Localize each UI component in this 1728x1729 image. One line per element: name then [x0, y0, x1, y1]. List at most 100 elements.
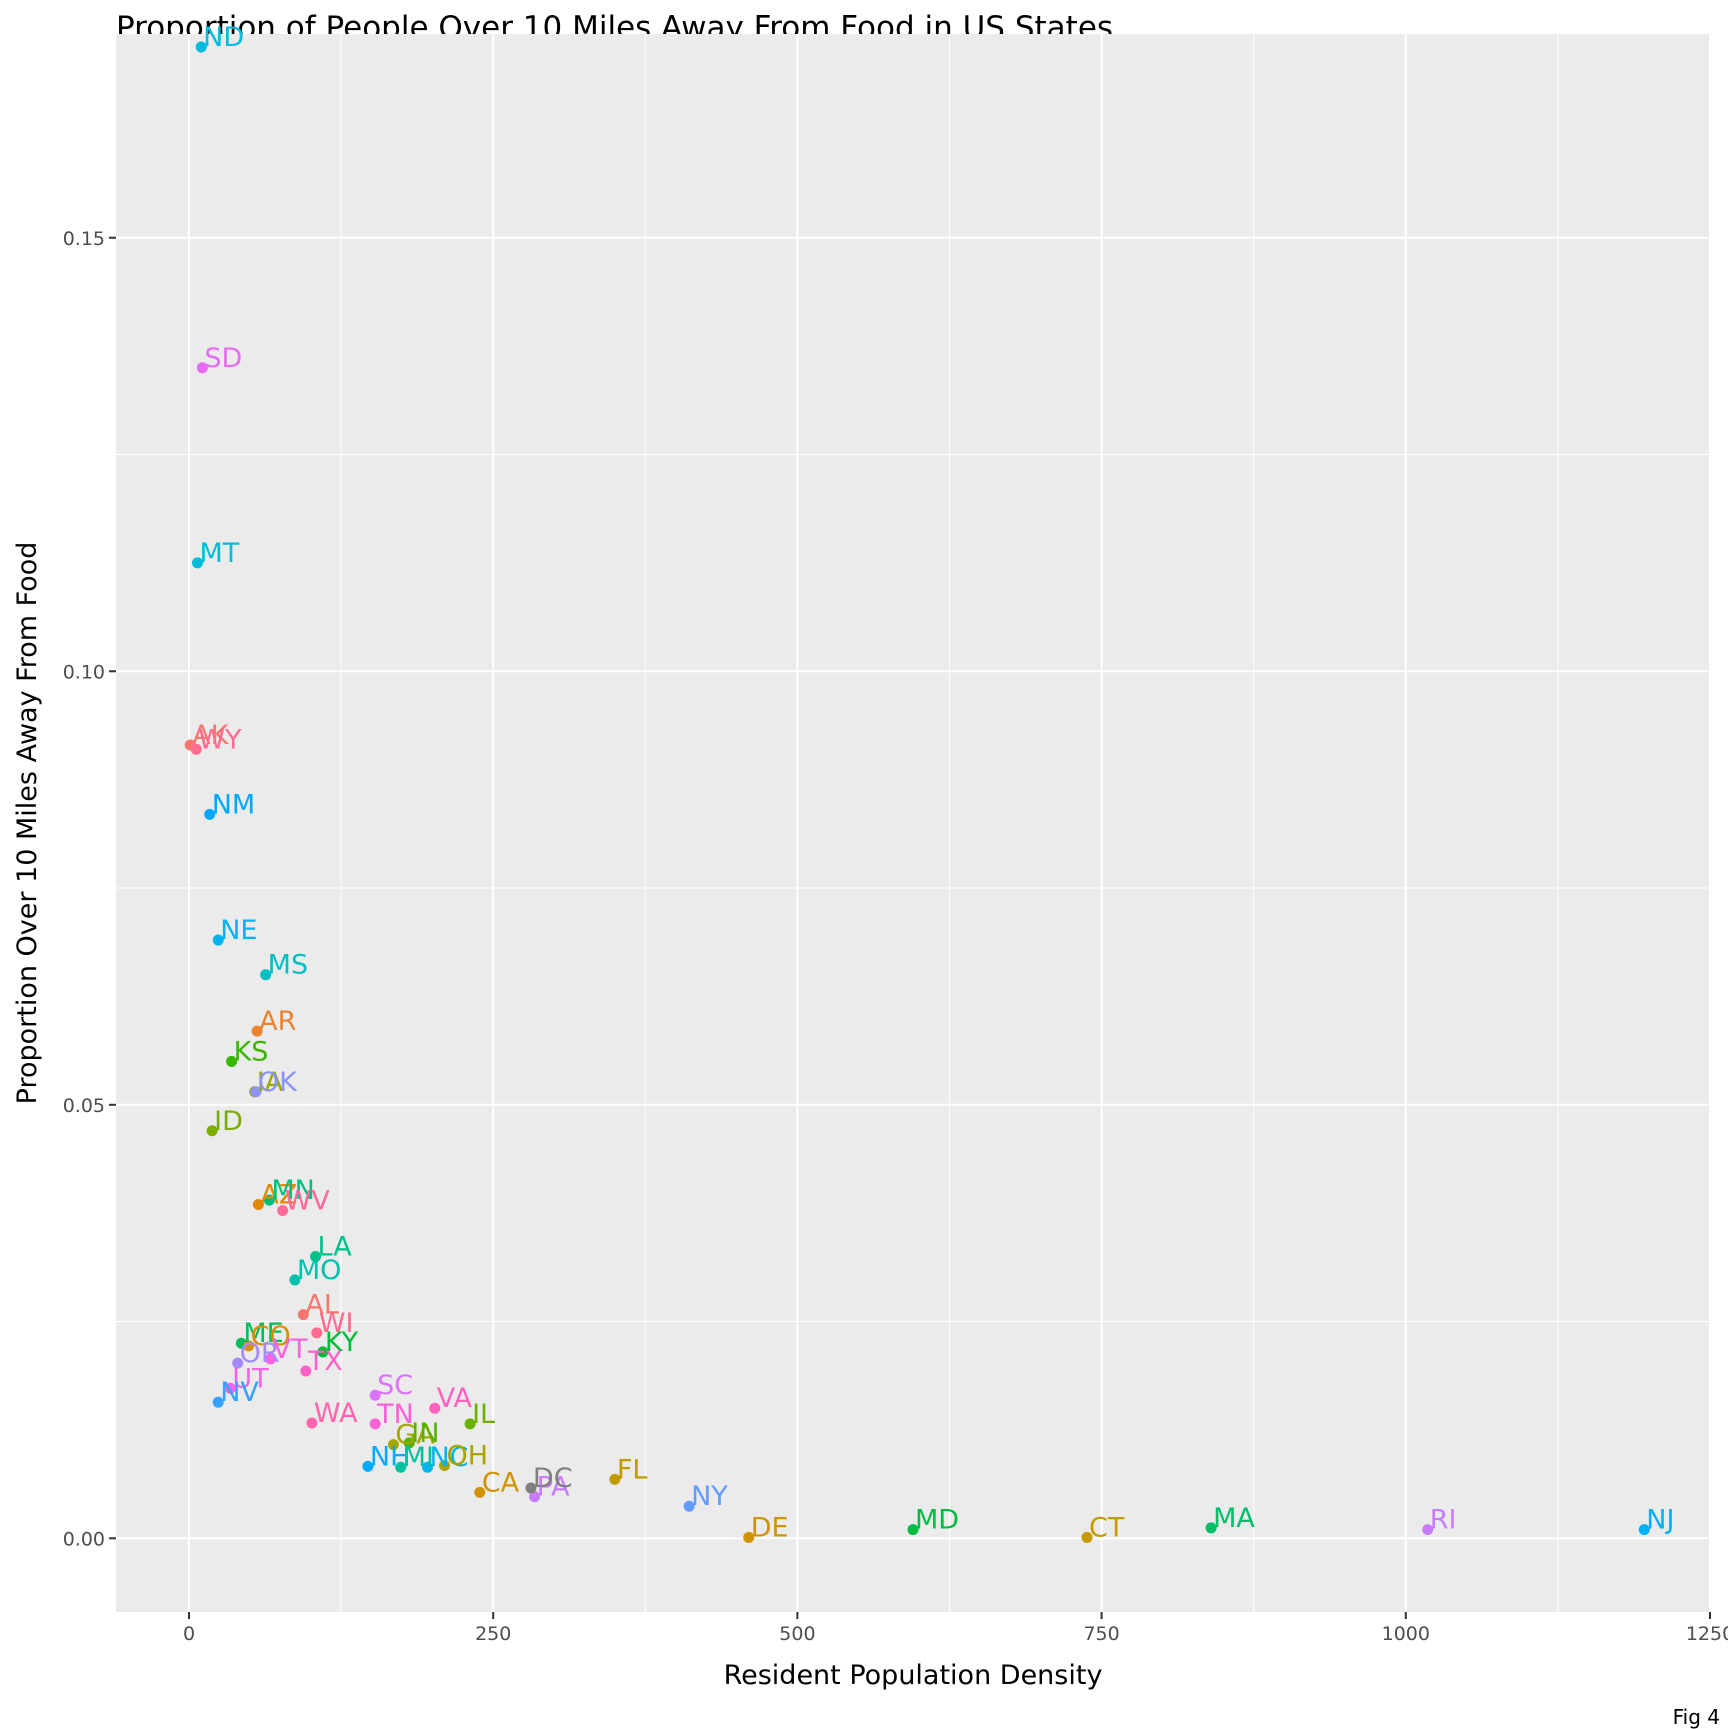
- point-label-al: AL: [305, 1290, 339, 1321]
- data-point-ga: [387, 1439, 399, 1451]
- data-point-nm: [204, 808, 216, 820]
- point-label-wi: WI: [319, 1308, 354, 1339]
- point-label-ar: AR: [259, 1006, 296, 1037]
- data-point-mi: [395, 1461, 407, 1473]
- data-point-ut: [224, 1382, 236, 1394]
- point-label-ny: NY: [691, 1481, 728, 1512]
- data-point-id: [206, 1125, 218, 1137]
- data-point-nd: [195, 41, 207, 53]
- data-point-wv: [277, 1205, 289, 1217]
- point-label-sc: SC: [377, 1370, 413, 1401]
- point-label-nd: ND: [203, 22, 244, 53]
- point-label-wy: WY: [198, 724, 242, 755]
- point-label-az: AZ: [260, 1179, 297, 1210]
- point-label-mn: MN: [271, 1175, 315, 1206]
- data-point-mt: [192, 557, 204, 569]
- x-tick-label: 250: [475, 1623, 511, 1645]
- data-point-or: [232, 1357, 244, 1369]
- point-label-ks: KS: [234, 1036, 269, 1067]
- point-label-il: IL: [472, 1399, 495, 1430]
- point-label-dc: DC: [533, 1463, 573, 1494]
- point-label-ri: RI: [1430, 1505, 1457, 1536]
- point-label-nm: NM: [212, 789, 256, 820]
- data-point-fl: [609, 1473, 621, 1485]
- data-point-oh: [439, 1459, 451, 1471]
- data-point-al: [297, 1309, 309, 1321]
- data-point-tn: [369, 1418, 381, 1430]
- point-label-va: VA: [437, 1383, 473, 1414]
- data-point-ma: [1205, 1522, 1217, 1534]
- data-point-mo: [289, 1274, 301, 1286]
- data-point-il: [464, 1418, 476, 1430]
- data-points: [184, 41, 1650, 1543]
- data-point-nh: [362, 1460, 374, 1472]
- data-point-ca: [474, 1486, 486, 1498]
- y-tick-label: 0.00: [63, 1528, 105, 1550]
- x-tick-label: 1000: [1382, 1623, 1430, 1645]
- point-label-mi: MI: [403, 1442, 434, 1473]
- data-point-nj: [1638, 1524, 1650, 1536]
- data-point-ri: [1422, 1524, 1434, 1536]
- y-tick-label: 0.05: [63, 1095, 105, 1117]
- point-label-ut: UT: [232, 1363, 269, 1394]
- data-point-ny: [683, 1500, 695, 1512]
- point-label-pa: PA: [537, 1472, 571, 1503]
- data-point-ar: [251, 1025, 263, 1037]
- point-label-vt: VT: [273, 1334, 308, 1365]
- data-point-pa: [529, 1491, 541, 1503]
- point-label-tx: TX: [307, 1346, 343, 1377]
- data-point-wi: [311, 1327, 323, 1339]
- point-label-id: ID: [214, 1106, 243, 1137]
- point-label-ms: MS: [268, 950, 308, 981]
- plot-panel: [116, 34, 1710, 1612]
- point-label-mt: MT: [200, 538, 240, 569]
- y-tick-label: 0.15: [63, 228, 105, 250]
- data-point-wa: [306, 1417, 318, 1429]
- data-point-ct: [1081, 1531, 1093, 1543]
- data-point-tx: [300, 1365, 312, 1377]
- point-label-co: CO: [251, 1321, 291, 1352]
- point-label-mo: MO: [297, 1255, 342, 1286]
- data-point-in: [403, 1437, 415, 1449]
- point-label-ga: GA: [395, 1420, 435, 1451]
- data-point-nv: [212, 1396, 224, 1408]
- point-label-nc: NC: [429, 1442, 468, 1473]
- point-label-in: IN: [411, 1418, 439, 1449]
- point-label-fl: FL: [617, 1454, 648, 1485]
- data-point-md: [907, 1524, 919, 1536]
- data-point-dc: [525, 1482, 537, 1494]
- point-label-ok: OK: [258, 1067, 298, 1098]
- data-point-sc: [369, 1389, 381, 1401]
- y-axis-title: Proportion Over 10 Miles Away From Food: [12, 542, 43, 1105]
- data-point-la: [310, 1251, 322, 1263]
- data-point-vt: [265, 1353, 277, 1365]
- point-label-oh: OH: [447, 1440, 489, 1471]
- x-tick-label: 500: [779, 1623, 815, 1645]
- point-label-de: DE: [751, 1512, 789, 1543]
- data-point-ky: [317, 1346, 329, 1358]
- point-label-tn: TN: [376, 1399, 414, 1430]
- x-tick-label: 750: [1083, 1623, 1119, 1645]
- point-label-ia: IA: [257, 1067, 284, 1098]
- data-point-ok: [250, 1086, 262, 1098]
- data-point-ne: [212, 934, 224, 946]
- data-point-va: [429, 1402, 441, 1414]
- figure-caption: Fig 4: [1672, 1705, 1720, 1729]
- point-label-ma: MA: [1213, 1503, 1255, 1534]
- point-label-ct: CT: [1089, 1512, 1125, 1543]
- point-label-or: OR: [240, 1338, 280, 1369]
- data-point-wy: [190, 743, 202, 755]
- point-label-nj: NJ: [1646, 1505, 1674, 1536]
- data-point-az: [252, 1198, 264, 1210]
- data-point-sd: [196, 362, 208, 374]
- point-label-nh: NH: [370, 1441, 411, 1472]
- data-point-mn: [263, 1194, 275, 1206]
- point-label-me: ME: [243, 1318, 283, 1349]
- data-point-ks: [226, 1055, 238, 1067]
- point-label-ky: KY: [325, 1327, 359, 1358]
- point-label-ne: NE: [220, 915, 257, 946]
